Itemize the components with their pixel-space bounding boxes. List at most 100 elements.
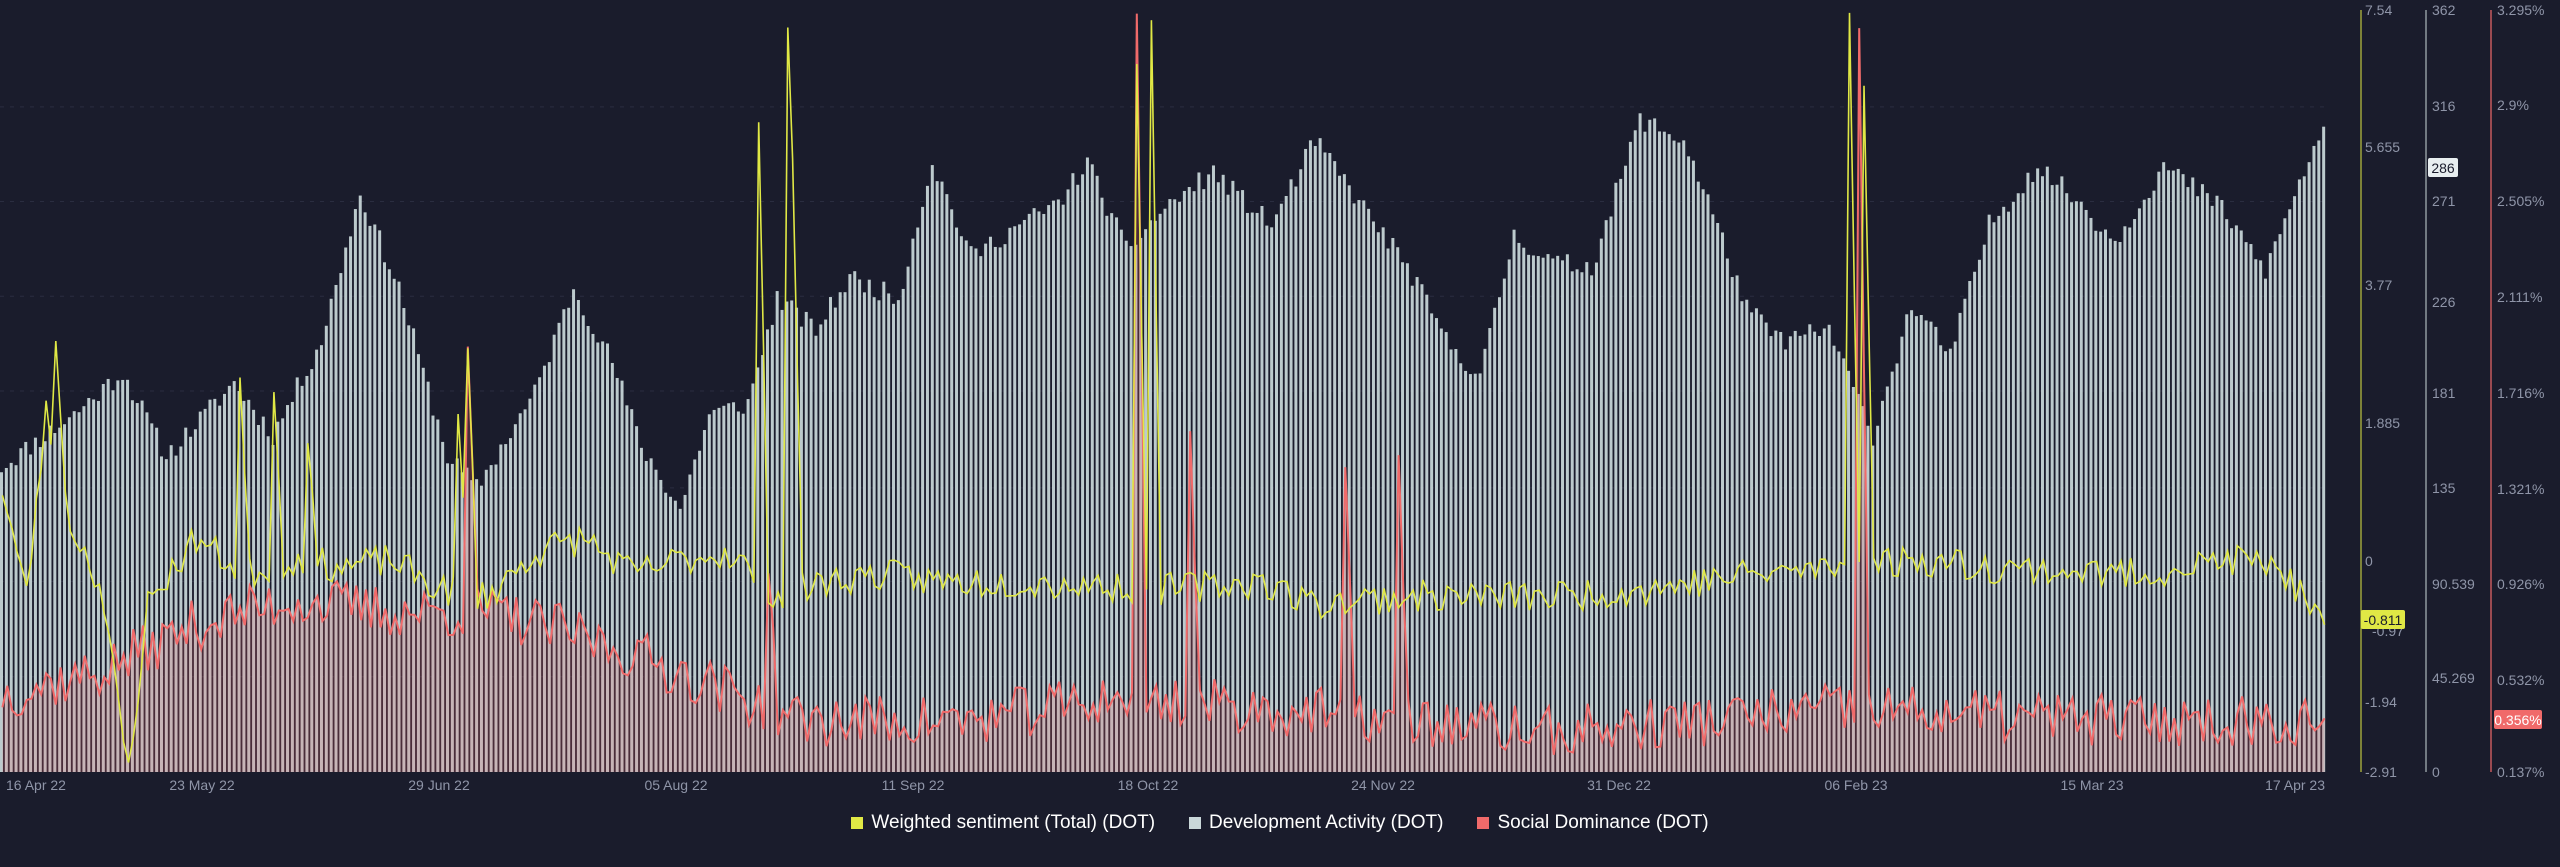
x-tick: 05 Aug 22 — [644, 777, 707, 793]
dev-activity-bar — [1042, 213, 1046, 773]
dev-activity-bar — [1711, 214, 1715, 772]
dev-activity-bar — [586, 325, 590, 772]
dev-activity-bar — [1124, 240, 1128, 773]
dev-activity-bar — [887, 293, 891, 772]
dev-activity-bar — [930, 165, 934, 772]
dev-activity-bar — [882, 281, 886, 772]
dev-activity-bar — [9, 462, 13, 772]
dev-activity-bar — [843, 292, 847, 772]
dev-activity-bar — [1483, 348, 1487, 772]
dev-activity-bar — [1362, 200, 1366, 773]
dev-activity-bar — [261, 416, 265, 772]
axes: 7.54 5.655 3.77 1.885 0 -1.94 -2.91 362 316 271 22… — [6, 2, 2544, 793]
dev-activity-bar — [1701, 189, 1705, 772]
dev-activity-bar — [1842, 358, 1846, 772]
dev-activity-bar — [664, 492, 668, 772]
legend-item-social-dominance[interactable]: Social Dominance (DOT) — [1477, 812, 1709, 834]
dev-activity-bar — [455, 458, 459, 772]
dev-activity-bar — [775, 291, 779, 772]
dev-activity-bar — [2288, 209, 2292, 773]
dev-activity-bar — [2157, 171, 2161, 772]
dev-activity-bar — [67, 417, 71, 772]
dev-activity-bar — [678, 508, 682, 772]
legend-item-dev-activity[interactable]: Development Activity (DOT) — [1189, 812, 1443, 834]
dev-activity-bar — [130, 400, 134, 772]
dev-activity-bar — [2113, 240, 2117, 772]
dev-activity-bar — [1779, 331, 1783, 772]
dev-activity-bar — [1944, 351, 1948, 772]
dev-activity-bar — [509, 438, 513, 772]
dev-activity-bar — [1148, 220, 1152, 773]
dev-activity-bar — [1531, 255, 1535, 773]
dev-activity-bar — [2293, 196, 2297, 772]
dev-activity-bar — [1885, 386, 1889, 772]
dev-activity-bar — [1051, 200, 1056, 773]
dev-activity-bar — [2259, 260, 2263, 772]
dev-activity-bar — [48, 425, 52, 772]
dev-activity-bar — [1973, 271, 1977, 772]
dev-activity-bar — [1415, 277, 1419, 772]
dev-activity-bar — [528, 398, 532, 772]
social-dominance-tick: 2.9% — [2497, 97, 2529, 113]
dev-activity-bar — [2123, 226, 2127, 772]
dev-activity-bar — [1517, 242, 1521, 773]
dev-activity-bar — [1856, 393, 1860, 772]
dev-activity-bar — [1018, 224, 1022, 772]
dev-activity-bars — [0, 113, 2326, 773]
dev-activity-bar — [2036, 168, 2040, 772]
dev-activity-bar — [955, 227, 959, 772]
dev-activity-bar — [101, 383, 105, 772]
dev-activity-bar — [77, 412, 81, 772]
dev-activity-bar — [1289, 179, 1293, 772]
dev-activity-bar — [921, 206, 925, 773]
dev-activity-bar — [349, 236, 353, 772]
dev-activity-bar — [1420, 284, 1424, 772]
legend-item-sentiment[interactable]: Weighted sentiment (Total) (DOT) — [851, 812, 1155, 834]
dev-activity-bar — [572, 289, 576, 772]
dev-activity-bar — [2225, 219, 2229, 772]
dev-activity-bar — [1570, 271, 1574, 772]
dev-activity-bar — [1376, 232, 1380, 772]
sentiment-tick: 1.885 — [2365, 415, 2400, 431]
dev-activity-bar — [1357, 200, 1361, 772]
dev-activity-bar — [654, 469, 658, 772]
dev-activity-bar — [1425, 294, 1429, 772]
dev-activity-bar — [499, 444, 503, 772]
dev-activity-bar — [1178, 201, 1182, 772]
dev-activity-bar — [223, 393, 227, 772]
dev-activity-bar — [591, 333, 595, 772]
dev-activity-bar — [1590, 275, 1594, 772]
dev-activity-bar — [378, 230, 382, 772]
dev-activity-tick: 316 — [2432, 98, 2456, 114]
dev-activity-bar — [1648, 119, 1652, 772]
dev-activity-bar — [644, 460, 648, 772]
dev-activity-current-badge-bg — [2428, 158, 2458, 177]
dev-activity-bar — [906, 266, 910, 772]
dev-activity-bar — [669, 496, 673, 772]
dev-activity-bar — [1294, 186, 1298, 772]
dev-activity-bar — [790, 300, 794, 772]
dev-activity-bar — [877, 300, 881, 772]
dev-activity-bar — [1914, 316, 1918, 772]
dev-activity-bar — [2249, 244, 2253, 773]
dev-activity-bar — [702, 430, 706, 772]
dev-activity-bar — [164, 459, 168, 772]
dev-activity-bar — [630, 409, 634, 772]
dev-activity-bar — [1740, 301, 1744, 772]
dev-activity-bar — [673, 500, 677, 772]
dev-activity-bar — [2074, 201, 2078, 773]
dev-activity-bar — [339, 273, 343, 772]
dev-activity-tick: 226 — [2432, 294, 2456, 310]
dev-activity-bar — [43, 441, 47, 772]
dev-activity-bar — [1100, 197, 1104, 772]
dev-activity-bar — [853, 271, 857, 772]
dev-activity-bar — [1876, 425, 1880, 772]
dev-activity-bar — [421, 367, 425, 772]
dev-activity-bar — [252, 409, 256, 772]
dev-activity-bar — [1081, 174, 1085, 773]
dev-activity-bar — [121, 379, 125, 772]
social-dominance-tick: 0.532% — [2497, 672, 2544, 688]
dev-activity-bar — [1056, 199, 1060, 772]
dev-activity-bar — [1231, 180, 1235, 772]
dev-activity-bar — [1502, 278, 1506, 772]
